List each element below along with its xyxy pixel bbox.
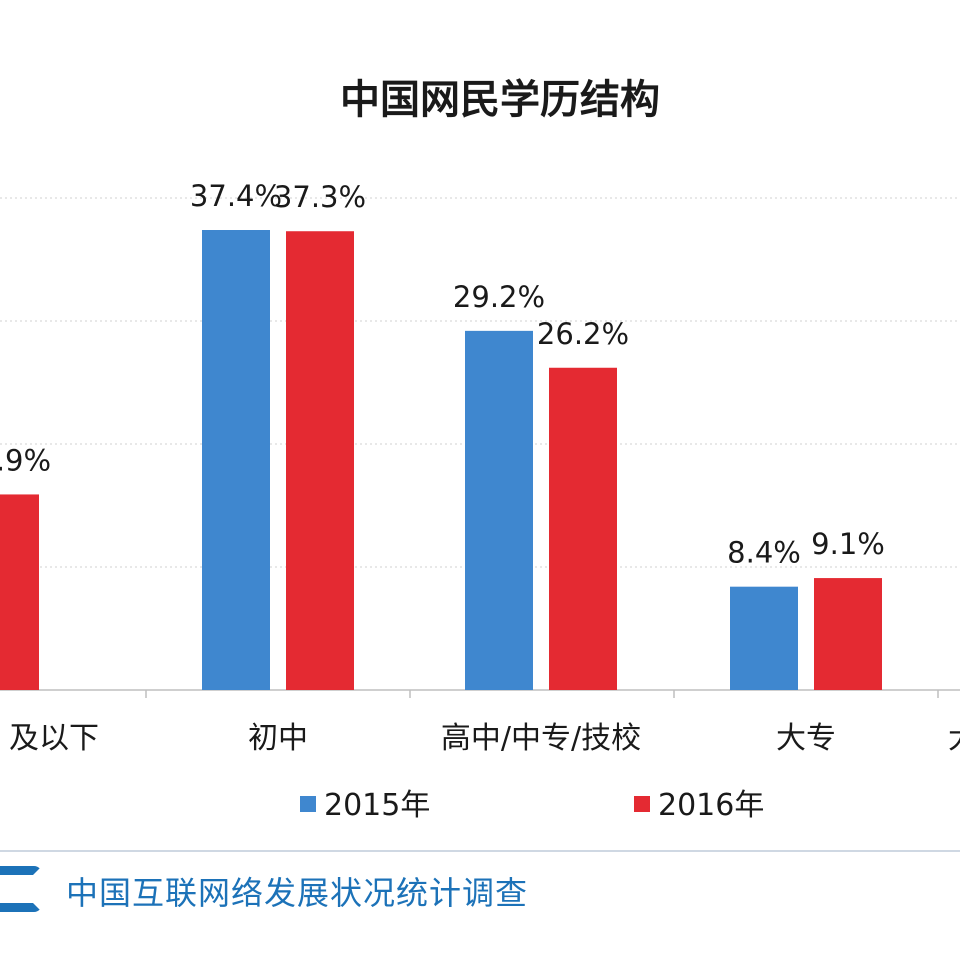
data-label-1-3: 9.1%: [811, 527, 885, 561]
bar-1-1: [286, 231, 354, 690]
cnnic-logo-icon: [0, 866, 42, 912]
data-label-0-1: 37.4%: [190, 179, 282, 213]
legend-swatch-1: [634, 796, 650, 812]
bar-1-0: [0, 494, 39, 690]
data-label-0-3: 8.4%: [727, 536, 801, 570]
data-label-0-2: 29.2%: [453, 280, 545, 314]
bar-1-3: [814, 578, 882, 690]
category-label-0: 及以下: [9, 721, 99, 756]
chart-title: 中国网民学历结构: [340, 77, 660, 123]
legend-label-1: 2016年: [658, 788, 764, 823]
bar-0-1: [202, 230, 270, 690]
legend-label-0: 2015年: [324, 788, 430, 823]
data-label-1-0: 15.9%: [0, 443, 51, 477]
source-footer: 中国互联网络发展状况统计调查: [0, 850, 960, 932]
legend-swatch-0: [300, 796, 316, 812]
category-ticks: 及以下 初中 高中/中专/技校 大专 大: [9, 690, 960, 756]
data-labels: %37.4%29.2%8.4%15.9%37.3%26.2%9.1%: [0, 179, 885, 570]
data-label-1-1: 37.3%: [274, 180, 366, 214]
source-text: 中国互联网络发展状况统计调查: [66, 874, 529, 912]
category-label-4: 大: [948, 721, 960, 756]
category-label-1: 初中: [248, 721, 308, 756]
legend: 2015年 2016年: [300, 788, 764, 823]
category-label-2: 高中/中专/技校: [441, 721, 641, 756]
data-label-1-2: 26.2%: [537, 317, 629, 351]
bar-0-3: [730, 586, 798, 690]
bar-1-2: [549, 367, 617, 690]
bar-0-2: [465, 330, 533, 690]
category-label-3: 大专: [776, 721, 836, 756]
bars: [0, 230, 882, 690]
